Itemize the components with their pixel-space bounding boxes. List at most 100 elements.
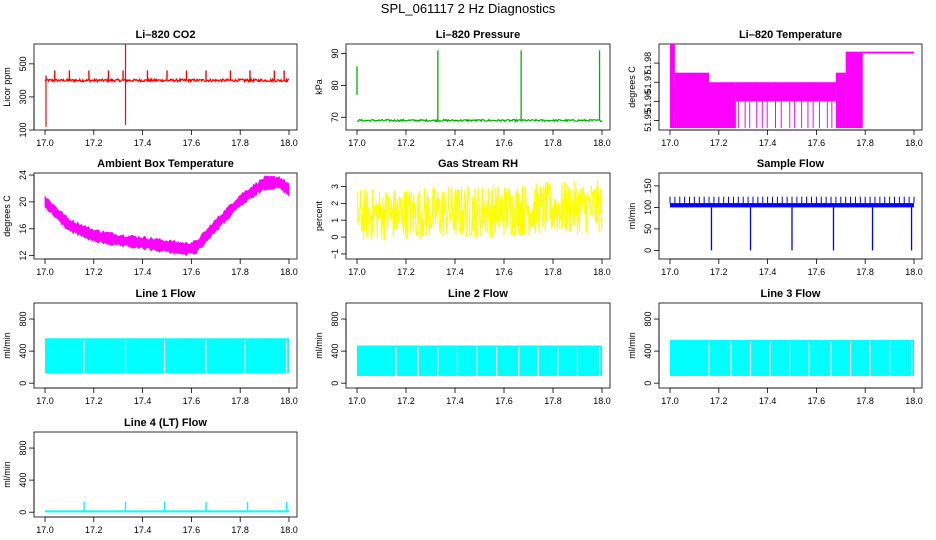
x-tick-label: 17.8 <box>544 396 562 406</box>
x-tick-label: 17.6 <box>183 396 201 406</box>
series-band <box>45 338 289 374</box>
x-tick-label: 17.0 <box>36 138 54 148</box>
chart-panel: Li–820 Pressure 17.0 17.2 17.4 17.6 17.8 18.0 7… <box>314 29 611 148</box>
band-segment <box>670 44 675 129</box>
data-series <box>356 50 603 123</box>
series-line <box>356 180 603 241</box>
y-tick-label: 1 <box>330 218 340 223</box>
x-tick-label: 17.0 <box>36 267 54 277</box>
y-tick-label: 70 <box>330 112 340 122</box>
band-segment <box>674 72 710 129</box>
panel-title: Li–820 CO2 <box>136 29 196 41</box>
x-tick-label: 17.6 <box>808 396 826 406</box>
figure-title: SPL_061117 2 Hz Diagnostics <box>380 1 556 16</box>
data-series <box>669 196 915 251</box>
y-tick-label: 3 <box>330 184 340 189</box>
plot-frame <box>33 43 298 131</box>
chart-panel: Sample Flow 17.0 17.2 17.4 17.6 17.8 18.0 0 50 10… <box>627 158 923 277</box>
data-series <box>44 44 290 127</box>
y-axis-label: ml/min <box>2 332 12 359</box>
y-axis-label: kPa <box>314 79 324 95</box>
y-axis-label: degrees C <box>2 195 12 237</box>
y-axis-label: ml/min <box>627 332 637 359</box>
y-tick-label: 16 <box>18 224 28 234</box>
band-segment <box>709 82 736 129</box>
chart-panel: Line 3 Flow 17.0 17.2 17.4 17.6 17.8 18.0 0 400 8… <box>627 288 923 406</box>
y-axis-label: ml/min <box>314 332 324 359</box>
y-tick-label: 400 <box>330 344 340 359</box>
x-tick-label: 17.4 <box>134 396 152 406</box>
band-segment <box>735 82 836 102</box>
y-tick-label: 80 <box>330 80 340 90</box>
x-tick-label: 17.2 <box>85 525 103 535</box>
x-tick-label: 18.0 <box>593 396 611 406</box>
x-tick-label: 17.4 <box>134 138 152 148</box>
panel-title: Gas Stream RH <box>438 158 518 170</box>
series-band <box>44 175 290 256</box>
x-tick-label: 17.2 <box>710 267 728 277</box>
panel-title: Line 3 Flow <box>761 288 821 300</box>
x-tick-label: 18.0 <box>280 396 298 406</box>
band-segment <box>845 51 863 129</box>
x-tick-label: 17.8 <box>231 525 249 535</box>
data-series <box>45 338 289 374</box>
y-tick-label: 0 <box>643 381 653 386</box>
x-tick-label: 17.4 <box>134 267 152 277</box>
y-tick-label: 0 <box>18 510 28 515</box>
data-series <box>357 345 602 376</box>
x-tick-label: 17.0 <box>36 396 54 406</box>
x-tick-label: 17.2 <box>397 267 415 277</box>
series-line <box>356 118 603 123</box>
x-tick-label: 17.6 <box>183 267 201 277</box>
y-tick-label: 800 <box>18 441 28 456</box>
x-tick-label: 17.8 <box>856 267 874 277</box>
x-tick-label: 17.6 <box>183 138 201 148</box>
x-tick-label: 17.0 <box>661 396 679 406</box>
x-tick-label: 17.8 <box>231 267 249 277</box>
y-tick-label: 51.96 <box>643 90 653 113</box>
y-tick-label: 500 <box>18 56 28 71</box>
panel-title: Line 4 (LT) Flow <box>124 417 207 429</box>
y-tick-label: 800 <box>18 312 28 327</box>
y-tick-label: 150 <box>643 178 653 193</box>
panel-title: Ambient Box Temperature <box>97 158 234 170</box>
x-tick-label: 17.0 <box>348 138 366 148</box>
x-tick-label: 17.8 <box>856 138 874 148</box>
panel-title: Line 2 Flow <box>448 288 508 300</box>
x-tick-label: 17.4 <box>446 396 464 406</box>
x-tick-label: 17.4 <box>759 138 777 148</box>
x-tick-label: 18.0 <box>905 138 923 148</box>
x-tick-label: 17.4 <box>446 138 464 148</box>
x-tick-label: 17.8 <box>231 396 249 406</box>
y-tick-label: 2 <box>330 201 340 206</box>
x-tick-label: 17.6 <box>495 396 513 406</box>
x-tick-label: 17.0 <box>348 267 366 277</box>
data-series <box>44 175 290 256</box>
x-tick-label: 18.0 <box>593 267 611 277</box>
x-tick-label: 17.8 <box>544 267 562 277</box>
y-tick-label: 51.98 <box>643 52 653 75</box>
x-tick-label: 17.4 <box>134 525 152 535</box>
chart-panel: Line 1 Flow 17.0 17.2 17.4 17.6 17.8 18.0 0 400 8… <box>2 288 298 406</box>
plot-frame <box>345 43 611 131</box>
y-tick-label: 400 <box>643 344 653 359</box>
data-series <box>670 44 914 129</box>
y-tick-label: −1 <box>330 249 340 259</box>
y-tick-label: 100 <box>643 200 653 215</box>
plot-frame <box>658 172 923 260</box>
x-tick-label: 17.8 <box>544 138 562 148</box>
x-tick-label: 17.0 <box>661 267 679 277</box>
x-tick-label: 17.6 <box>183 525 201 535</box>
y-tick-label: 24 <box>18 170 28 180</box>
y-tick-label: 800 <box>330 312 340 327</box>
y-axis-label: ml/min <box>2 461 12 488</box>
chart-panel: Line 4 (LT) Flow 17.0 17.2 17.4 17.6 17.8 18.0… <box>2 417 298 535</box>
x-tick-label: 17.2 <box>85 138 103 148</box>
panel-title: Line 1 Flow <box>136 288 196 300</box>
y-axis-label: percent <box>314 200 324 231</box>
x-tick-label: 17.8 <box>856 396 874 406</box>
plot-frame <box>33 431 298 518</box>
y-tick-label: 20 <box>18 197 28 207</box>
y-axis-label: ml/min <box>627 203 637 230</box>
